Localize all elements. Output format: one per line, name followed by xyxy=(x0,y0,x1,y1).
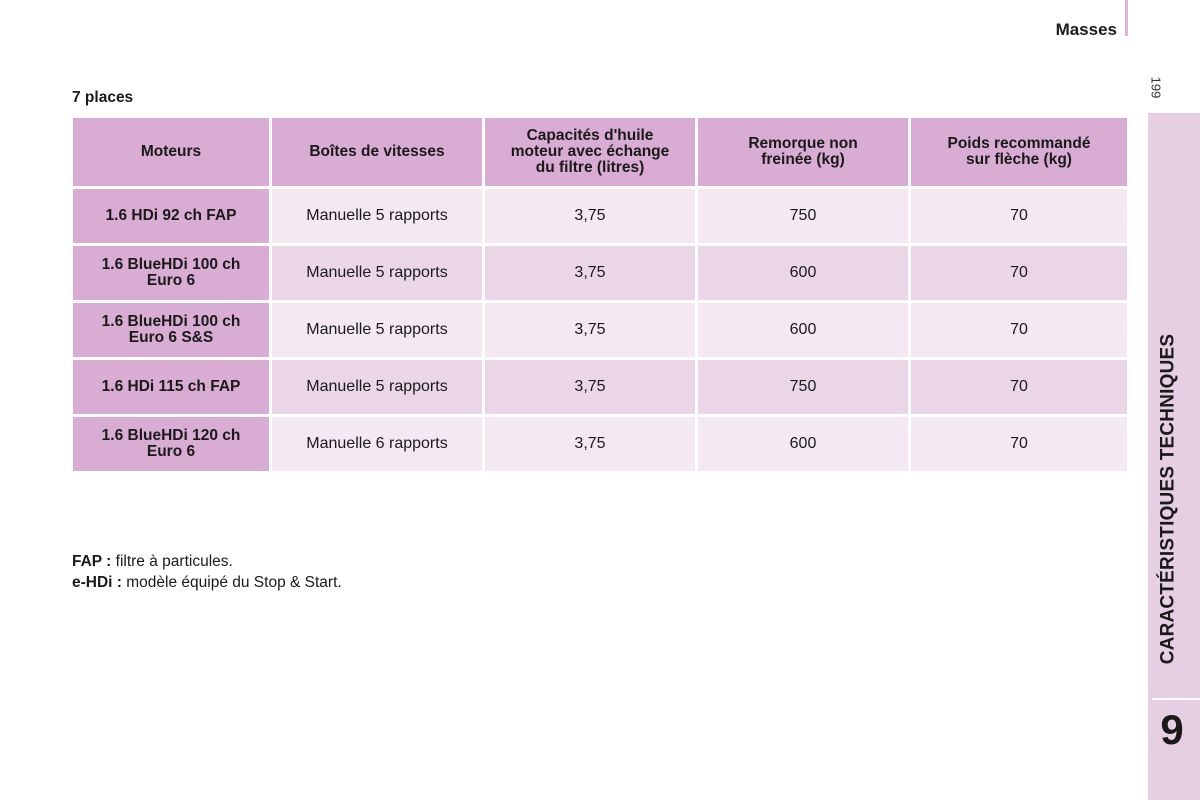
nose-weight-cell: 70 xyxy=(911,360,1127,414)
gearbox-cell: Manuelle 6 rapports xyxy=(272,417,482,471)
table-row: 1.6 BlueHDi 120 ch Euro 6 Manuelle 6 rapp… xyxy=(73,417,1127,471)
table-row: 1.6 HDi 115 ch FAP Manuelle 5 rapports 3… xyxy=(73,360,1127,414)
chapter-side-tab xyxy=(1148,113,1200,800)
nose-weight-cell: 70 xyxy=(911,303,1127,357)
header-divider xyxy=(1125,0,1128,36)
header-moteurs: Moteurs xyxy=(73,118,269,186)
oil-capacity-cell: 3,75 xyxy=(485,189,695,243)
page-header-title: Masses xyxy=(1055,20,1117,39)
motor-cell: 1.6 HDi 115 ch FAP xyxy=(73,360,269,414)
gearbox-cell: Manuelle 5 rapports xyxy=(272,246,482,300)
page-number: 199 xyxy=(1146,70,1166,104)
footnote-fap: FAP : filtre à particules. xyxy=(72,553,233,570)
motor-cell: 1.6 BlueHDi 100 ch Euro 6 S&S xyxy=(73,303,269,357)
gearbox-cell: Manuelle 5 rapports xyxy=(272,360,482,414)
oil-capacity-cell: 3,75 xyxy=(485,246,695,300)
trailer-weight-cell: 600 xyxy=(698,417,908,471)
motor-cell: 1.6 BlueHDi 100 ch Euro 6 xyxy=(73,246,269,300)
trailer-weight-cell: 750 xyxy=(698,360,908,414)
trailer-weight-cell: 750 xyxy=(698,189,908,243)
header-remorque-non-freinee: Remorque non freinée (kg) xyxy=(698,118,908,186)
header-capacites-huile: Capacités d'huile moteur avec échange du… xyxy=(485,118,695,186)
page-number-text: 199 xyxy=(1148,76,1164,98)
oil-capacity-cell: 3,75 xyxy=(485,417,695,471)
header-boites-de-vitesses: Boîtes de vitesses xyxy=(272,118,482,186)
footnote-ehdi: e-HDi : modèle équipé du Stop & Start. xyxy=(72,574,342,591)
section-title: 7 places xyxy=(72,89,134,106)
gearbox-cell: Manuelle 5 rapports xyxy=(272,303,482,357)
header-poids-recommande: Poids recommandé sur flèche (kg) xyxy=(911,118,1127,186)
gearbox-cell: Manuelle 5 rapports xyxy=(272,189,482,243)
table-header-row: Moteurs Boîtes de vitesses Capacités d'h… xyxy=(73,118,1127,186)
trailer-weight-cell: 600 xyxy=(698,246,908,300)
table-row: 1.6 BlueHDi 100 ch Euro 6 Manuelle 5 rapp… xyxy=(73,246,1127,300)
oil-capacity-cell: 3,75 xyxy=(485,303,695,357)
oil-capacity-cell: 3,75 xyxy=(485,360,695,414)
chapter-tab-label: CARACTÉRISTIQUES TECHNIQUES xyxy=(1149,310,1187,688)
chapter-tab-label-text: CARACTÉRISTIQUES TECHNIQUES xyxy=(1157,333,1179,665)
chapter-number: 9 xyxy=(1160,706,1184,753)
table-row: 1.6 BlueHDi 100 ch Euro 6 S&S Manuelle 5 … xyxy=(73,303,1127,357)
nose-weight-cell: 70 xyxy=(911,246,1127,300)
motor-cell: 1.6 BlueHDi 120 ch Euro 6 xyxy=(73,417,269,471)
motor-cell: 1.6 HDi 92 ch FAP xyxy=(73,189,269,243)
specs-table: Moteurs Boîtes de vitesses Capacités d'h… xyxy=(70,115,1130,474)
trailer-weight-cell: 600 xyxy=(698,303,908,357)
chapter-tab-divider xyxy=(1152,698,1200,700)
nose-weight-cell: 70 xyxy=(911,417,1127,471)
footnotes: FAP : filtre à particules. e-HDi : modèl… xyxy=(72,551,342,593)
table-row: 1.6 HDi 92 ch FAP Manuelle 5 rapports 3,… xyxy=(73,189,1127,243)
nose-weight-cell: 70 xyxy=(911,189,1127,243)
